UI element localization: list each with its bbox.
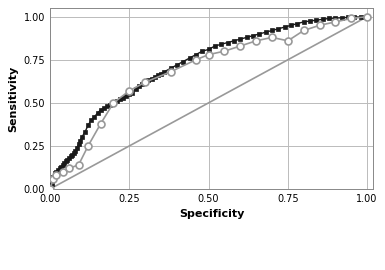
Y-axis label: Sensitivity: Sensitivity <box>8 65 18 132</box>
X-axis label: Specificity: Specificity <box>179 210 244 220</box>
